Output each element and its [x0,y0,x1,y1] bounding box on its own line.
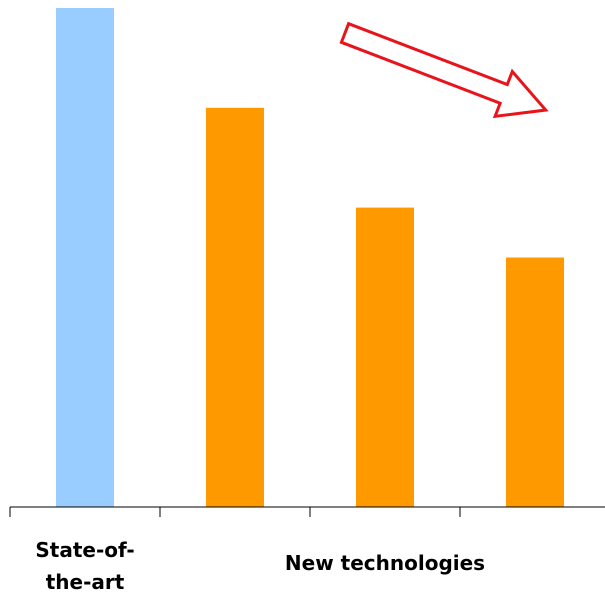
bar [506,257,564,507]
bar [356,207,414,507]
group-label: State-of-the-art [35,538,135,594]
bar [56,8,114,507]
arrow-shape [339,21,549,119]
bar [206,107,264,508]
group-label: New technologies [284,551,486,575]
trend-arrow [339,21,549,119]
